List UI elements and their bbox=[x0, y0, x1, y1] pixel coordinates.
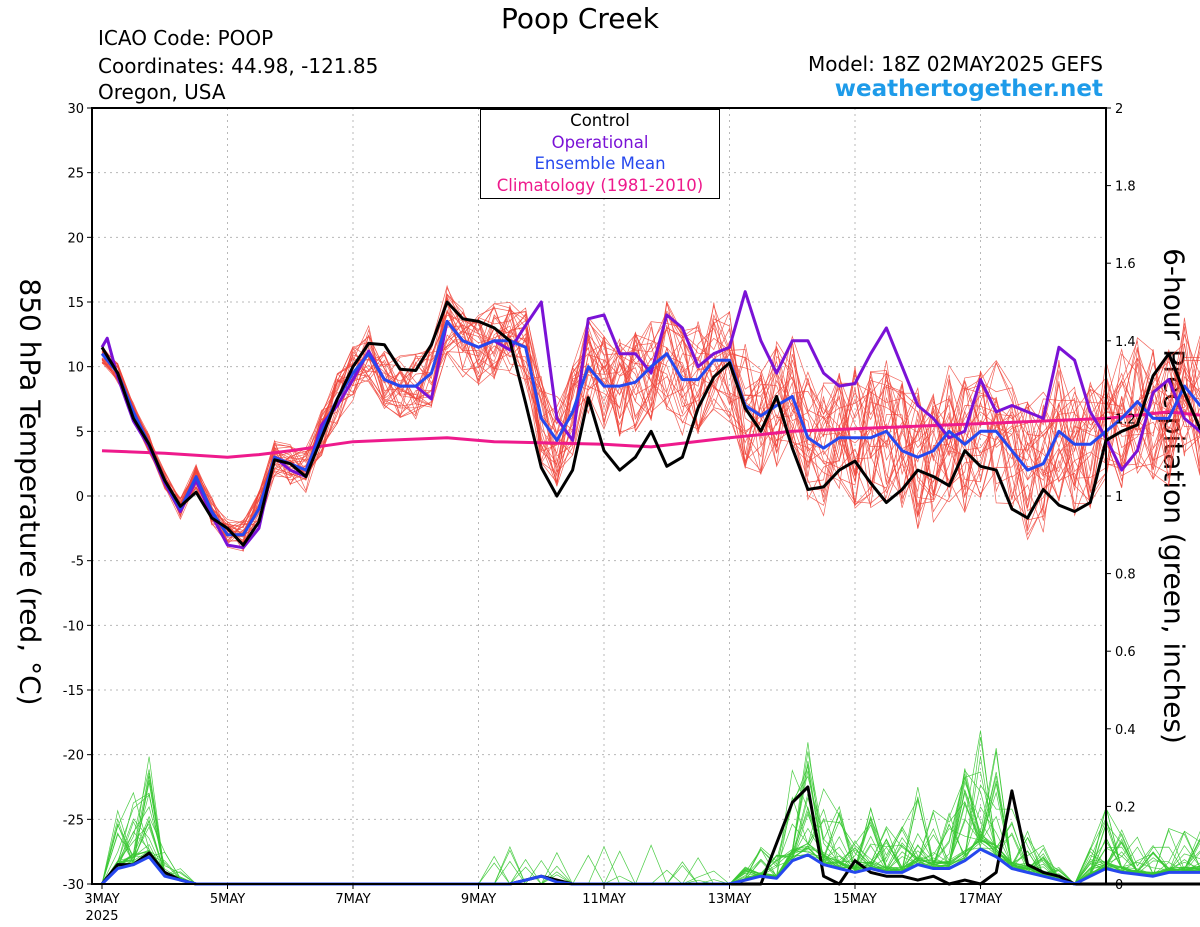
chart-title: Poop Creek bbox=[501, 2, 659, 35]
x-tick-label: 13MAY bbox=[708, 892, 752, 907]
y-right-tick-label: 1.8 bbox=[1115, 180, 1136, 195]
precip-ensemble-mean-line bbox=[100, 847, 1200, 886]
legend-climatology: Climatology (1981-2010) bbox=[496, 175, 704, 195]
legend-operational: Operational bbox=[551, 132, 649, 152]
y-right-tick-label: 1.6 bbox=[1115, 257, 1136, 272]
x-tick-label: 5MAY bbox=[210, 892, 245, 907]
ensemble-member-lines bbox=[101, 284, 1200, 885]
y-right-tick-label: 1.2 bbox=[1115, 412, 1136, 427]
y-left-tick-label: 25 bbox=[67, 167, 84, 182]
y-left-tick-label: -15 bbox=[63, 684, 84, 699]
axis-ticks: 302520151050-5-10-15-20-25-3021.81.61.41… bbox=[63, 102, 1136, 924]
y-left-tick-label: 30 bbox=[67, 102, 84, 117]
legend-control: Control bbox=[570, 111, 630, 130]
y-left-tick-label: 0 bbox=[76, 490, 84, 505]
temp-control-line bbox=[100, 300, 1200, 547]
temp-ensemble-mean-line bbox=[100, 319, 1200, 537]
temperature-member-line bbox=[101, 302, 1200, 543]
y-right-tick-label: 0.6 bbox=[1115, 645, 1136, 660]
x-tick-label: 15MAY bbox=[833, 892, 877, 907]
y-left-tick-label: 10 bbox=[67, 361, 84, 376]
model-run: Model: 18Z 02MAY2025 GEFS bbox=[808, 52, 1103, 76]
y-right-tick-label: 0.2 bbox=[1115, 800, 1136, 815]
y-right-tick-label: 0 bbox=[1115, 878, 1123, 893]
y-left-tick-label: 15 bbox=[67, 296, 84, 311]
y-left-tick-label: -25 bbox=[63, 813, 84, 828]
legend: Control Operational Ensemble Mean Climat… bbox=[480, 109, 720, 199]
region: Oregon, USA bbox=[98, 80, 226, 104]
coordinates: Coordinates: 44.98, -121.85 bbox=[98, 54, 379, 78]
temp-operational-line bbox=[100, 290, 1200, 550]
x-year-label: 2025 bbox=[85, 909, 118, 924]
legend-ensemble-mean: Ensemble Mean bbox=[534, 154, 666, 173]
x-tick-label: 3MAY bbox=[84, 892, 119, 907]
grid-lines bbox=[92, 108, 1106, 884]
precip-control-line bbox=[100, 785, 1200, 886]
plot-frame bbox=[91, 107, 1107, 885]
x-tick-label: 9MAY bbox=[461, 892, 496, 907]
y-left-tick-label: -5 bbox=[71, 555, 84, 570]
y-left-tick-label: 20 bbox=[67, 231, 84, 246]
x-tick-label: 11MAY bbox=[582, 892, 626, 907]
temperature-member-line bbox=[101, 298, 1200, 529]
y-left-tick-label: -20 bbox=[63, 749, 84, 764]
y-left-tick-label: -30 bbox=[63, 878, 84, 893]
y-right-tick-label: 0.8 bbox=[1115, 568, 1136, 583]
y-left-tick-label: -10 bbox=[63, 619, 84, 634]
website-link[interactable]: weathertogether.net bbox=[834, 76, 1103, 102]
y-left-tick-label: 5 bbox=[76, 425, 84, 440]
y-right-tick-label: 0.4 bbox=[1115, 723, 1136, 738]
y-right-tick-label: 1 bbox=[1115, 490, 1123, 505]
x-tick-label: 17MAY bbox=[959, 892, 1003, 907]
icao-code: ICAO Code: POOP bbox=[98, 26, 274, 50]
x-tick-label: 7MAY bbox=[335, 892, 370, 907]
y-right-tick-label: 1.4 bbox=[1115, 335, 1136, 350]
temperature-member-line bbox=[101, 317, 1200, 548]
temp-climatology-1981-2010-line bbox=[101, 410, 1200, 459]
y-right-tick-label: 2 bbox=[1115, 102, 1123, 117]
